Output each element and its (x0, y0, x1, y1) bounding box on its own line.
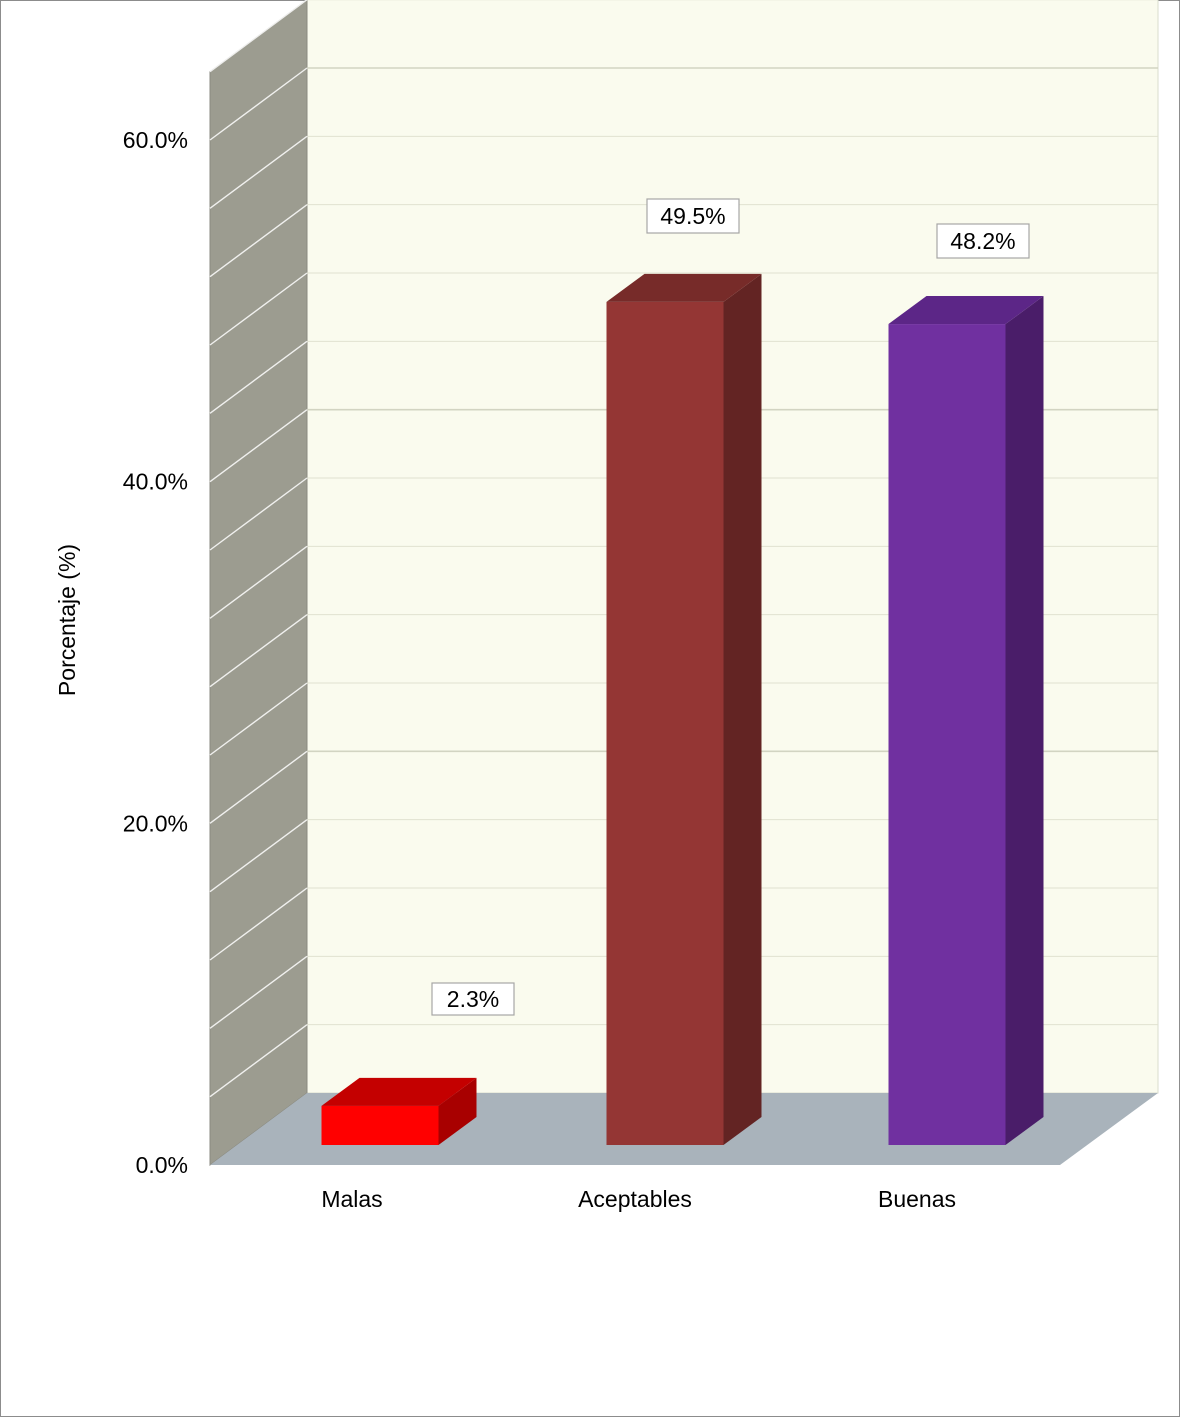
gridline-side (209, 819, 308, 893)
gridline-side (209, 545, 308, 619)
x-axis-categories: Malas Aceptables Buenas (321, 1186, 956, 1212)
bar-malas (321, 1077, 477, 1145)
gridline-side (209, 614, 308, 688)
bar-buenas (888, 296, 1044, 1145)
gridline-side (209, 67, 308, 141)
data-label-box (936, 223, 1030, 259)
y-tick-label: 40.0% (123, 469, 188, 495)
bar-side (438, 1077, 477, 1145)
gridline-side (209, 272, 308, 346)
gridline-side (209, 409, 308, 483)
bar-top (888, 296, 1044, 325)
bar-front (606, 301, 724, 1145)
bar-top (321, 1077, 477, 1106)
x-category-label: Aceptables (578, 1186, 692, 1212)
y-axis-ticks: 0.0% 20.0% 40.0% 60.0% (123, 127, 188, 1178)
gridline-side (209, 682, 308, 756)
y-tick-label: 60.0% (123, 127, 188, 153)
data-label-aceptables: 49.5% (646, 198, 740, 234)
gridline-side (209, 477, 308, 551)
data-label-box (431, 982, 515, 1016)
data-label-text: 48.2% (950, 228, 1015, 254)
data-label-malas: 2.3% (431, 982, 515, 1016)
data-label-text: 2.3% (447, 986, 499, 1012)
bar-front (888, 324, 1006, 1145)
data-label-box (646, 198, 740, 234)
bars (321, 273, 1044, 1145)
x-category-label: Buenas (878, 1186, 956, 1212)
gridline-side (209, 887, 308, 961)
y-tick-label: 20.0% (123, 810, 188, 836)
gridline-side (209, 340, 308, 414)
bar-top (606, 273, 762, 302)
y-tick-label: 0.0% (136, 1152, 188, 1178)
data-label-buenas: 48.2% (936, 223, 1030, 259)
gridline-side (209, 750, 308, 824)
gridline-side (209, 1024, 308, 1098)
bar-front (321, 1105, 439, 1145)
y-axis-title: Porcentaje (%) (54, 544, 80, 696)
gridline-side (209, 204, 308, 278)
bar-aceptables (606, 273, 762, 1145)
bar-side (1005, 296, 1044, 1145)
gridline-side (209, 955, 308, 1029)
data-label-text: 49.5% (660, 203, 725, 229)
data-labels: 2.3% 49.5% 48.2% (431, 198, 1030, 1016)
gridline-side (209, 135, 308, 209)
gridline-side (209, 0, 308, 73)
bar-side (723, 273, 762, 1145)
x-category-label: Malas (321, 1186, 382, 1212)
